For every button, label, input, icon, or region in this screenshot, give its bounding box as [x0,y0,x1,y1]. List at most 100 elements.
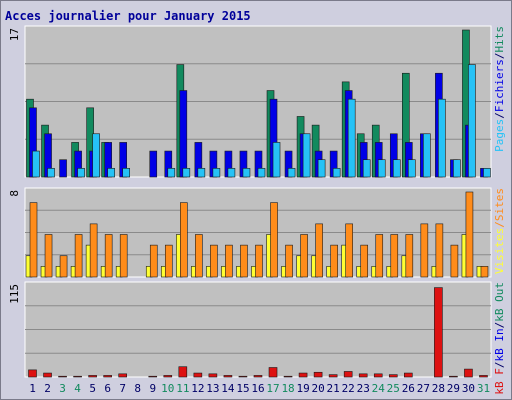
pages-bar [257,168,266,178]
legend-sep1: / [493,112,506,119]
pages-bar [377,159,386,178]
day-label: 27 [417,382,430,395]
sites-bar [360,244,369,278]
kb-bar [358,373,368,378]
kb-bar [28,369,37,378]
day-label: 10 [161,382,174,395]
legend-kb_out: kB Out [493,282,506,322]
legend-visits-sites: Visites/Sites [493,188,506,274]
day-label: 13 [206,382,219,395]
pages-bar [92,133,100,178]
pages-bar [392,159,401,178]
day-label: 8 [134,382,141,395]
sites-bar [270,202,278,278]
y-max-label: 17 [8,28,21,41]
kb-bar [464,368,473,378]
day-label: 1 [29,382,36,395]
sites-bar [164,244,173,278]
kb-bar [238,375,248,378]
day-label: 20 [312,382,325,395]
kb-bar [253,375,263,378]
y-max-label: 8 [8,190,21,197]
kb-bar [373,373,383,378]
sites-bar [119,234,128,278]
pages-bar [77,168,85,178]
legend-sep2: / [493,322,506,329]
pages-bar [272,142,281,178]
pages-bar [332,168,341,178]
pages-bar [32,150,40,178]
day-label: 26 [402,382,415,395]
legend-sites: Sites [493,188,506,221]
kb-bar [43,372,52,378]
day-label: 3 [59,382,66,395]
day-label: 25 [387,382,400,395]
pages-bar [242,168,251,178]
sites-bar [255,244,263,278]
kb-bar [449,375,458,378]
panel-hits-files-pages [24,25,492,178]
day-label: 16 [251,382,264,395]
sites-bar [420,223,429,278]
legend-kb_in: kB In [493,328,506,361]
kb-bar [73,375,82,378]
kb-bar [479,375,488,378]
day-label: 7 [119,382,126,395]
day-label: 12 [191,382,204,395]
legend-sep2: / [493,53,506,60]
pages-bar [197,168,206,178]
legend-visits: Visites [493,228,506,274]
sites-bar [104,234,113,278]
sites-bar [149,244,158,278]
kb-bar [223,375,233,378]
pages-bar [212,168,221,178]
pages-bar [287,168,296,178]
sites-bar [225,244,233,278]
day-label: 14 [221,382,235,395]
day-label: 11 [176,382,189,395]
pages-bar [107,168,115,178]
sites-bar [450,244,459,278]
day-label: 15 [236,382,249,395]
pages-bar [167,168,176,178]
day-label: 5 [89,382,96,395]
pages-bar [122,168,130,178]
sites-bar [285,244,293,278]
day-label: 17 [266,382,279,395]
kb-bar [163,375,173,378]
sites-bar [330,244,338,278]
sites-bar [89,223,98,278]
sites-bar [435,223,444,278]
pages-bar [408,159,416,178]
pages-bar [302,133,311,178]
day-label: 22 [342,382,355,395]
files-bar [149,150,158,178]
pages-bar [483,168,491,178]
panel-kb [24,281,492,378]
y-max-label: 115 [8,284,21,304]
files-bar [179,90,188,178]
sites-bar [375,234,384,278]
kb-bar [118,373,127,378]
panel-visits-sites [24,187,492,278]
kb-bar [193,372,203,378]
sites-bar [465,191,474,278]
kb-bar [328,374,338,378]
sites-bar [210,244,218,278]
legend-sep1: / [493,221,506,228]
kb-bar [343,371,353,378]
sites-bar [300,234,308,278]
sites-bar [29,202,38,278]
pages-bar [47,168,55,178]
pages-bar [227,168,236,178]
sites-bar [480,266,489,278]
kb-bar [283,375,293,378]
legend-sep1: / [493,362,506,369]
pages-bar [453,159,461,178]
sites-bar [44,234,53,278]
kb-bar [103,375,112,378]
pages-bar [317,159,326,178]
sites-bar [405,234,414,278]
